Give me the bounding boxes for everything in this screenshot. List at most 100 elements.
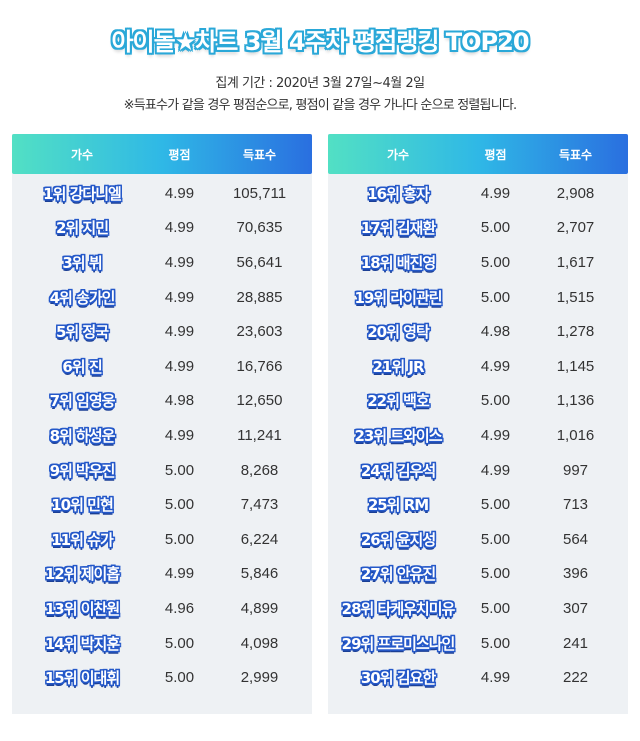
ranking-table-right: 가수 평점 득표수 16위 홍자 4.99 2,908 17위 김재환 5.00 2,70… bbox=[328, 134, 628, 714]
score-value: 5.00 bbox=[164, 669, 195, 687]
table-row: 9위 박우진 5.00 8,268 bbox=[12, 453, 312, 488]
header-votes: 득표수 bbox=[242, 147, 277, 162]
score-value: 4.99 bbox=[164, 323, 195, 341]
score-value: 5.00 bbox=[164, 634, 195, 652]
table-row: 5위 정국 4.99 23,603 bbox=[12, 314, 312, 349]
score-value: 5.00 bbox=[480, 599, 511, 617]
votes-value: 1,617 bbox=[556, 253, 595, 271]
votes-value: 28,885 bbox=[236, 288, 283, 306]
votes-value: 997 bbox=[562, 461, 589, 479]
votes-value: 2,999 bbox=[240, 669, 279, 687]
votes-value: 396 bbox=[562, 565, 589, 583]
votes-value: 70,635 bbox=[236, 219, 283, 237]
score-value: 4.99 bbox=[164, 184, 195, 202]
singer-name: 12위 제이홉 bbox=[44, 565, 120, 584]
table-row: 23위 트와이스 4.99 1,016 bbox=[328, 418, 628, 453]
table-row: 14위 박지훈 5.00 4,098 bbox=[12, 626, 312, 661]
table-row: 29위 프로미스나인 5.00 241 bbox=[328, 626, 628, 661]
votes-value: 5,846 bbox=[240, 565, 279, 583]
table-row: 16위 홍자 4.99 2,908 bbox=[328, 176, 628, 211]
singer-name: 1위 강다니엘 bbox=[43, 184, 122, 203]
votes-value: 16,766 bbox=[236, 357, 283, 375]
votes-value: 4,098 bbox=[240, 634, 279, 652]
singer-name: 2위 지민 bbox=[55, 219, 109, 238]
score-value: 4.98 bbox=[164, 392, 195, 410]
votes-value: 56,641 bbox=[236, 253, 283, 271]
singer-name: 28위 타케우치미유 bbox=[341, 599, 456, 618]
singer-name: 21위 JR bbox=[372, 357, 424, 376]
score-value: 4.99 bbox=[480, 184, 511, 202]
table-row: 20위 영탁 4.98 1,278 bbox=[328, 314, 628, 349]
singer-name: 5위 정국 bbox=[55, 323, 109, 342]
table-row: 4위 송가인 4.99 28,885 bbox=[12, 280, 312, 315]
singer-name: 3위 뷔 bbox=[62, 253, 102, 272]
votes-value: 2,707 bbox=[556, 219, 595, 237]
singer-name: 19위 라이관린 bbox=[354, 288, 442, 307]
singer-name: 25위 RM bbox=[367, 496, 429, 515]
score-value: 4.99 bbox=[164, 288, 195, 306]
singer-name: 15위 이대휘 bbox=[44, 669, 120, 688]
score-value: 5.00 bbox=[164, 496, 195, 514]
table-row: 15위 이대휘 5.00 2,999 bbox=[12, 660, 312, 695]
score-value: 5.00 bbox=[480, 219, 511, 237]
votes-value: 7,473 bbox=[240, 496, 279, 514]
score-value: 5.00 bbox=[480, 288, 511, 306]
score-value: 5.00 bbox=[480, 392, 511, 410]
votes-value: 6,224 bbox=[240, 530, 279, 548]
votes-value: 105,711 bbox=[232, 184, 287, 202]
table-body: 1위 강다니엘 4.99 105,711 2위 지민 4.99 70,635 3위 뷔 4.9… bbox=[12, 176, 312, 695]
table-row: 13위 이찬원 4.96 4,899 bbox=[12, 591, 312, 626]
votes-value: 11,241 bbox=[237, 426, 282, 444]
table-row: 24위 김우석 4.99 997 bbox=[328, 453, 628, 488]
singer-name: 18위 배진영 bbox=[360, 253, 436, 272]
score-value: 4.99 bbox=[480, 461, 511, 479]
singer-name: 8위 하성운 bbox=[49, 426, 116, 445]
table-row: 19위 라이관린 5.00 1,515 bbox=[328, 280, 628, 315]
score-value: 5.00 bbox=[480, 565, 511, 583]
singer-name: 30위 김요한 bbox=[360, 669, 436, 688]
singer-name: 26위 윤지성 bbox=[360, 530, 436, 549]
singer-name: 24위 김우석 bbox=[360, 461, 436, 480]
score-value: 5.00 bbox=[480, 496, 511, 514]
table-row: 10위 민현 5.00 7,473 bbox=[12, 487, 312, 522]
votes-value: 23,603 bbox=[236, 323, 283, 341]
table-row: 27위 안유진 5.00 396 bbox=[328, 557, 628, 592]
singer-name: 13위 이찬원 bbox=[44, 599, 120, 618]
votes-value: 1,136 bbox=[556, 392, 595, 410]
singer-name: 22위 백호 bbox=[367, 392, 430, 411]
table-row: 11위 슈가 5.00 6,224 bbox=[12, 522, 312, 557]
table-row: 8위 하성운 4.99 11,241 bbox=[12, 418, 312, 453]
table-body: 16위 홍자 4.99 2,908 17위 김재환 5.00 2,707 18위 배진영 5.… bbox=[328, 176, 628, 695]
table-row: 7위 임영웅 4.98 12,650 bbox=[12, 384, 312, 419]
header-score: 평점 bbox=[484, 147, 507, 162]
sort-note: ※득표수가 같을 경우 평점순으로, 평점이 같을 경우 가나다 순으로 정렬됩… bbox=[123, 98, 518, 113]
table-row: 2위 지민 4.99 70,635 bbox=[12, 211, 312, 246]
score-value: 4.99 bbox=[164, 357, 195, 375]
votes-value: 1,278 bbox=[556, 323, 595, 341]
votes-value: 2,908 bbox=[556, 184, 595, 202]
table-row: 17위 김재환 5.00 2,707 bbox=[328, 211, 628, 246]
score-value: 4.99 bbox=[480, 669, 511, 687]
score-value: 5.00 bbox=[480, 634, 511, 652]
singer-name: 10위 민현 bbox=[51, 496, 114, 515]
header-score: 평점 bbox=[168, 147, 191, 162]
score-value: 4.99 bbox=[164, 426, 195, 444]
score-value: 4.99 bbox=[164, 253, 195, 271]
table-row: 25위 RM 5.00 713 bbox=[328, 487, 628, 522]
votes-value: 222 bbox=[562, 669, 589, 687]
score-value: 4.96 bbox=[164, 599, 195, 617]
score-value: 4.99 bbox=[164, 219, 195, 237]
singer-name: 6위 진 bbox=[62, 357, 102, 376]
singer-name: 27위 안유진 bbox=[360, 565, 436, 584]
votes-value: 8,268 bbox=[240, 461, 279, 479]
table-row: 21위 JR 4.99 1,145 bbox=[328, 349, 628, 384]
votes-value: 1,515 bbox=[556, 288, 595, 306]
header-singer: 가수 bbox=[70, 147, 94, 162]
table-row: 12위 제이홉 4.99 5,846 bbox=[12, 557, 312, 592]
score-value: 4.98 bbox=[480, 323, 511, 341]
table-row: 22위 백호 5.00 1,136 bbox=[328, 384, 628, 419]
singer-name: 11위 슈가 bbox=[51, 530, 114, 549]
singer-name: 9위 박우진 bbox=[49, 461, 116, 480]
table-header: 가수 평점 득표수 bbox=[328, 134, 628, 174]
singer-name: 20위 영탁 bbox=[367, 323, 430, 342]
